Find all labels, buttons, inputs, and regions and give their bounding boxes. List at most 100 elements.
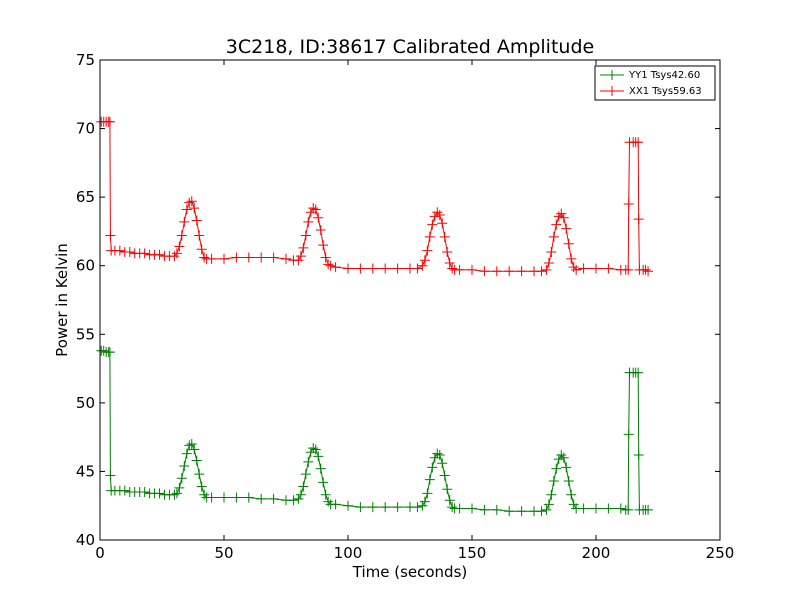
data-point (556, 449, 567, 460)
data-point (184, 197, 195, 208)
y-tick-label: 55 (76, 325, 95, 343)
data-point (179, 216, 190, 227)
data-point (563, 476, 574, 487)
data-point (105, 230, 116, 241)
data-point (424, 231, 435, 242)
data-point (623, 264, 634, 275)
data-point (439, 231, 450, 242)
data-point (315, 463, 326, 474)
data-point (124, 247, 135, 257)
data-point (392, 263, 403, 274)
data-point (343, 500, 353, 511)
data-point (355, 263, 366, 274)
data-point (417, 500, 428, 511)
data-point (256, 252, 267, 263)
data-point (412, 502, 423, 513)
data-point (196, 244, 207, 255)
data-point (308, 203, 319, 214)
data-point (343, 263, 353, 274)
data-point (424, 474, 435, 485)
data-point (231, 492, 242, 503)
data-point (422, 488, 433, 499)
x-tick-label: 100 (334, 544, 363, 562)
data-point (437, 218, 448, 229)
y-axis-label: Power in Kelvin (53, 243, 71, 357)
data-point (139, 487, 150, 497)
data-point (303, 456, 314, 467)
data-point (546, 247, 557, 257)
data-point (323, 496, 334, 507)
data-point (566, 253, 577, 264)
data-point (194, 469, 205, 480)
data-point (305, 447, 316, 458)
data-point (305, 207, 316, 218)
series-layer (96, 116, 654, 517)
x-tick-label: 50 (214, 544, 233, 562)
data-point (643, 504, 654, 515)
data-point (623, 429, 634, 440)
plot-area: 0 50 100 150 200 250 40 45 50 55 60 65 70 75 (76, 51, 734, 562)
data-point (320, 252, 331, 263)
data-point (541, 264, 552, 275)
tick-layer: 0 50 100 150 200 250 40 45 50 55 60 65 70 75 (76, 51, 734, 562)
data-point (308, 443, 319, 454)
data-point (558, 212, 569, 223)
data-point (243, 252, 254, 263)
data-point (293, 493, 304, 504)
data-point (543, 257, 554, 268)
data-point (615, 503, 626, 514)
data-point (504, 506, 515, 517)
data-point (419, 255, 430, 266)
axes-background (100, 60, 720, 540)
data-point (553, 211, 564, 222)
data-point (189, 203, 200, 214)
data-point (442, 484, 453, 495)
data-point (536, 506, 547, 517)
data-point (171, 248, 182, 259)
data-point (380, 263, 391, 274)
data-point (176, 230, 187, 241)
data-point (104, 347, 115, 358)
legend-marker-xx1 (607, 86, 617, 96)
data-point (548, 231, 559, 242)
data-point (325, 260, 336, 271)
data-point (541, 504, 552, 515)
data-point (561, 462, 572, 473)
data-point (219, 492, 229, 503)
legend: YY1 Tsys42.60 XX1 Tsys59.63 (594, 65, 716, 101)
data-point (206, 253, 217, 264)
data-point (303, 216, 314, 227)
data-point (171, 488, 182, 499)
data-point (179, 460, 190, 471)
data-point (603, 503, 614, 514)
y-tick-label: 65 (76, 188, 95, 206)
data-point (169, 251, 180, 262)
legend-entry-xx1: XX1 Tsys59.63 (600, 86, 702, 97)
data-point (591, 263, 601, 274)
data-point (355, 502, 366, 513)
x-tick-label: 150 (458, 544, 487, 562)
data-point (434, 209, 445, 220)
data-point (184, 440, 195, 451)
data-point (536, 266, 547, 277)
data-point (191, 215, 202, 226)
data-point (323, 259, 334, 270)
data-point (181, 204, 192, 215)
data-point (176, 473, 187, 484)
data-point (429, 452, 440, 463)
data-point (591, 503, 601, 514)
data-point (633, 449, 644, 460)
data-point (467, 264, 477, 275)
data-point (419, 496, 430, 507)
data-point (504, 266, 515, 277)
data-point (437, 458, 448, 469)
data-point (199, 489, 210, 500)
data-point (439, 470, 450, 481)
data-point (367, 502, 378, 513)
x-tick-label: 200 (582, 544, 611, 562)
data-point (568, 262, 579, 273)
data-point (174, 241, 185, 252)
data-point (643, 266, 654, 277)
data-point (491, 266, 502, 277)
